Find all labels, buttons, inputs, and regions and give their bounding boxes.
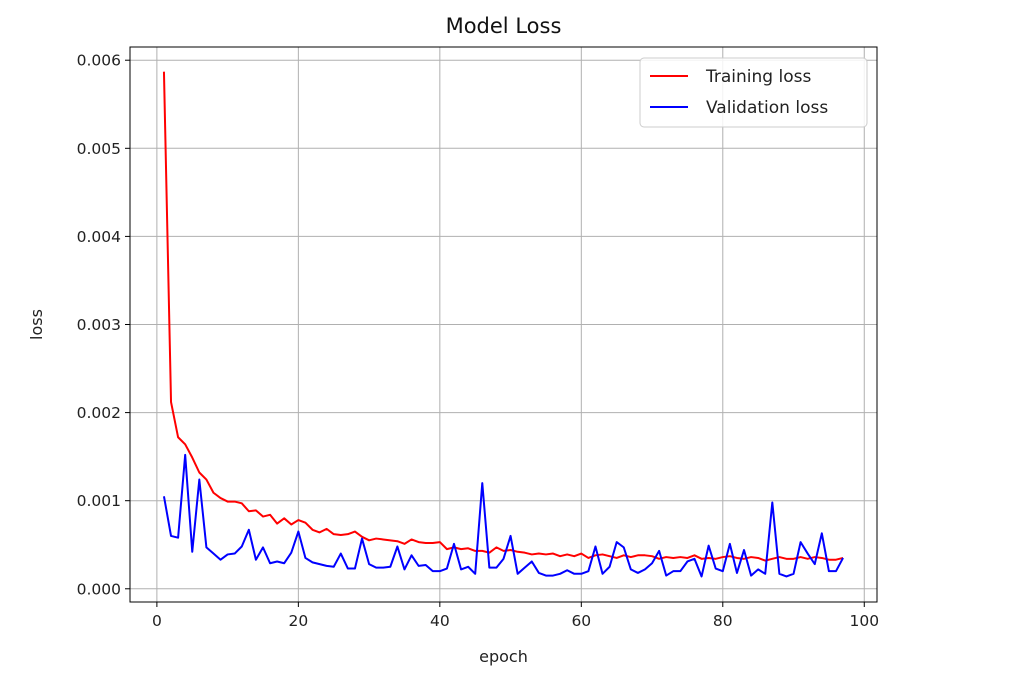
legend-box xyxy=(639,57,868,128)
y-tick-label: 0.006 xyxy=(77,52,121,70)
legend-label: Training loss xyxy=(705,67,811,87)
y-tick-label: 0.004 xyxy=(77,228,121,246)
legend: Training loss Validation loss xyxy=(639,57,868,128)
x-tick-label: 40 xyxy=(430,612,450,630)
y-axis: 0.000 0.001 0.002 0.003 0.004 0.005 0.006 xyxy=(77,52,130,598)
x-axis: 0 20 40 60 80 100 xyxy=(152,602,879,630)
chart-title: Model Loss xyxy=(446,14,562,38)
series-line-validation-loss xyxy=(162,453,844,578)
y-tick-label: 0.003 xyxy=(77,316,121,334)
legend-label: Validation loss xyxy=(706,98,828,118)
y-axis-label: loss xyxy=(27,309,46,340)
x-tick-label: 80 xyxy=(713,612,733,630)
grid xyxy=(130,47,877,602)
y-tick-label: 0.001 xyxy=(77,492,121,510)
series-layer xyxy=(162,71,844,578)
y-tick-label: 0.002 xyxy=(77,404,121,422)
x-tick-label: 0 xyxy=(152,612,162,630)
x-axis-label: epoch xyxy=(479,647,528,666)
x-tick-label: 100 xyxy=(849,612,879,630)
x-tick-label: 20 xyxy=(288,612,308,630)
x-tick-label: 60 xyxy=(571,612,591,630)
series-line-training-loss xyxy=(162,71,844,562)
y-tick-label: 0.005 xyxy=(77,140,121,158)
y-tick-label: 0.000 xyxy=(77,580,121,598)
